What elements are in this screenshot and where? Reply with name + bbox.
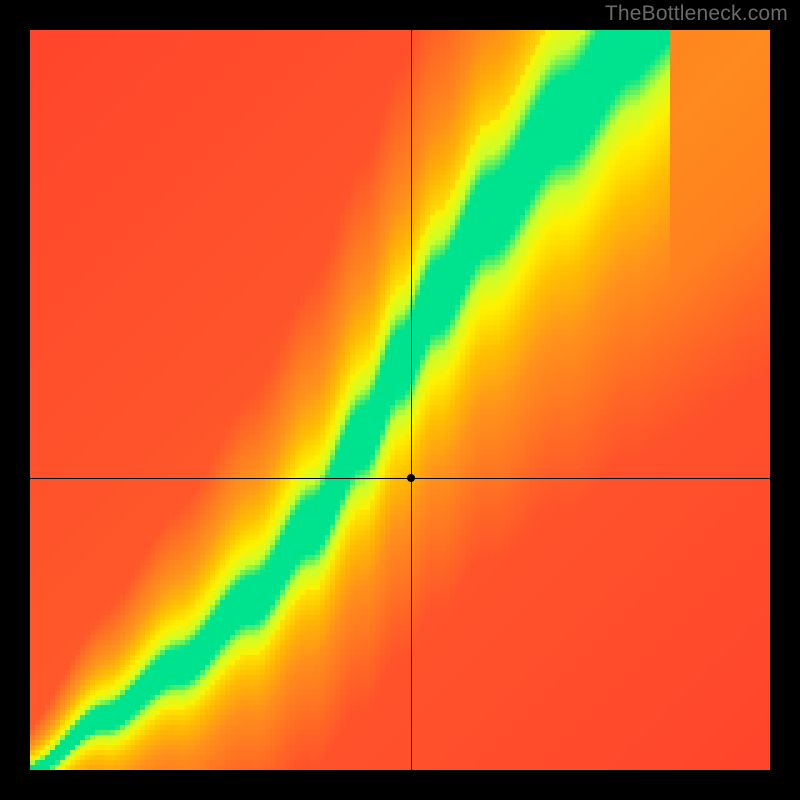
bottleneck-heatmap (30, 30, 770, 770)
watermark-text: TheBottleneck.com (605, 2, 788, 26)
crosshair-marker-dot (407, 474, 415, 482)
crosshair-vertical (411, 30, 412, 770)
crosshair-horizontal (30, 478, 770, 479)
chart-container: TheBottleneck.com (0, 0, 800, 800)
